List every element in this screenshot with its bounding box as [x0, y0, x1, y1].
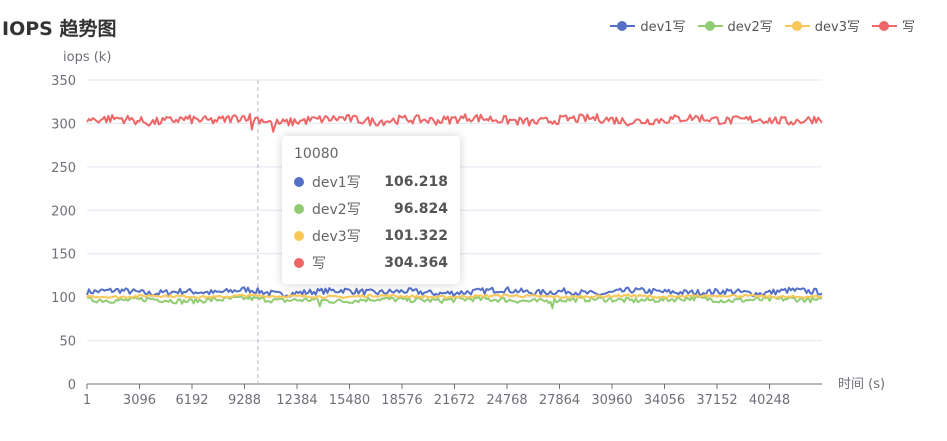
- series-dot-icon: [294, 230, 304, 241]
- series-dot-icon: [294, 257, 304, 268]
- x-tick-label: 34056: [644, 393, 685, 408]
- tooltip-series-name: 写: [312, 255, 326, 272]
- y-tick-label: 250: [51, 161, 76, 176]
- x-tick-label: 15480: [329, 393, 370, 408]
- series-line-4: [86, 113, 823, 133]
- y-tick-label: 350: [51, 74, 76, 89]
- legend-label: dev1写: [640, 20, 686, 35]
- legend-label: 写: [901, 20, 915, 35]
- chart-title: IOPS 趋势图: [2, 18, 117, 40]
- x-tick-label: 37152: [696, 393, 737, 408]
- x-tick-label: 1: [83, 393, 91, 408]
- tooltip-series-value: 106.218: [384, 173, 448, 190]
- series-line-1: [86, 286, 823, 298]
- x-tick-label: 18576: [381, 393, 422, 408]
- legend-item-write[interactable]: 写: [871, 16, 915, 35]
- legend-swatch-icon: [610, 19, 636, 33]
- tooltip-row: dev3写 101.322: [294, 222, 448, 249]
- tooltip-series-value: 304.364: [384, 254, 448, 271]
- chart-tooltip: 10080 dev1写 106.218 dev2写 96.824 dev3写 1…: [282, 136, 460, 284]
- chart-legend: dev1写 dev2写 dev3写 写: [610, 16, 915, 35]
- x-tick-label: 40248: [749, 393, 790, 408]
- y-tick-label: 0: [68, 378, 76, 393]
- legend-label: dev2写: [727, 20, 773, 35]
- x-tick-label: 27864: [539, 393, 580, 408]
- series-line-3: [86, 293, 823, 300]
- tooltip-series-name: dev3写: [312, 228, 361, 245]
- y-tick-label: 100: [51, 291, 76, 306]
- x-tick-label: 24768: [486, 393, 527, 408]
- legend-item-dev3[interactable]: dev3写: [784, 16, 860, 35]
- series-dot-icon: [294, 176, 304, 187]
- x-tick-label: 12384: [276, 393, 317, 408]
- x-tick-label: 30960: [591, 393, 632, 408]
- series-dot-icon: [294, 203, 304, 214]
- x-tick-label: 21672: [434, 393, 475, 408]
- x-tick-label: 6192: [175, 393, 208, 408]
- x-axis-label: 时间 (s): [838, 377, 885, 392]
- legend-label: dev3写: [814, 20, 860, 35]
- legend-swatch-icon: [871, 19, 897, 33]
- x-tick-label: 3096: [123, 393, 156, 408]
- tooltip-series-name: dev2写: [312, 201, 361, 218]
- tooltip-row: dev2写 96.824: [294, 195, 448, 222]
- tooltip-row: 写 304.364: [294, 249, 448, 276]
- legend-swatch-icon: [784, 19, 810, 33]
- y-tick-label: 200: [51, 204, 76, 219]
- y-tick-label: 150: [51, 248, 76, 263]
- tooltip-series-name: dev1写: [312, 174, 361, 191]
- legend-item-dev2[interactable]: dev2写: [697, 16, 773, 35]
- legend-swatch-icon: [697, 19, 723, 33]
- tooltip-series-value: 101.322: [384, 227, 448, 244]
- tooltip-series-value: 96.824: [393, 200, 448, 217]
- tooltip-row: dev1写 106.218: [294, 168, 448, 195]
- x-tick-label: 9288: [228, 393, 261, 408]
- y-axis-label: iops (k): [63, 50, 111, 65]
- y-tick-label: 300: [51, 117, 76, 132]
- tooltip-x-value: 10080: [294, 146, 339, 162]
- legend-item-dev1[interactable]: dev1写: [610, 16, 686, 35]
- y-tick-label: 50: [59, 335, 76, 350]
